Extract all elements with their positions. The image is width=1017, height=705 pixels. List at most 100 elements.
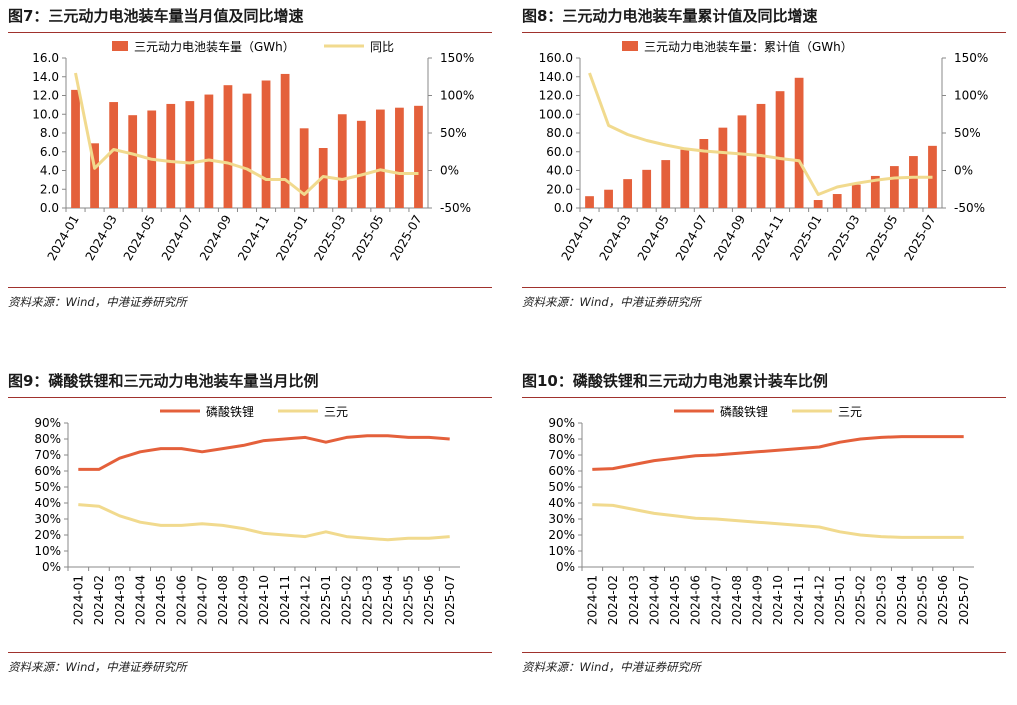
right-axis-tick-label: -50% <box>440 201 471 215</box>
x-axis-tick-label: 2024-03 <box>597 213 634 263</box>
x-axis-tick-label: 2024-12 <box>298 575 312 625</box>
x-axis-tick-label: 2025-07 <box>388 213 425 263</box>
x-axis-tick-label: 2025-04 <box>895 575 909 625</box>
bar <box>604 189 613 208</box>
x-axis-tick-label: 2024-01 <box>45 213 82 263</box>
x-axis-tick-label: 2024-07 <box>673 213 710 263</box>
figure-10-panel: 图10：磷酸铁锂和三元动力电池累计装车比例 0% 10% 20% 30% 40% 50% 6… <box>522 369 1006 705</box>
x-axis-tick-label: 2024-06 <box>689 575 703 625</box>
right-axis-tick-label: 100% <box>440 89 474 103</box>
x-axis-tick-label: 2024-03 <box>113 575 127 625</box>
left-axis-tick-label: 40.0 <box>546 164 573 178</box>
left-axis-tick-label: 8.0 <box>40 126 59 140</box>
x-axis-tick-label: 2024-03 <box>627 575 641 625</box>
left-axis-tick-label: 100.0 <box>539 107 573 121</box>
x-axis-tick-label: 2024-11 <box>278 575 292 625</box>
left-axis-tick-label: 160.0 <box>539 51 573 65</box>
bar <box>889 166 899 208</box>
x-axis-tick-label: 2024-05 <box>635 213 672 263</box>
bar <box>414 105 423 208</box>
left-axis-tick-label: 80.0 <box>546 126 573 140</box>
figure-7-source: 资料来源：Wind，中港证券研究所 <box>8 295 187 309</box>
bar <box>680 149 690 208</box>
x-axis-tick-label: 2024-09 <box>711 213 748 263</box>
left-axis-tick-label: 4.0 <box>40 164 59 178</box>
right-axis-tick-label: 50% <box>440 126 467 140</box>
figure-9-title: 图9：磷酸铁锂和三元动力电池装车量当月比例 <box>8 372 319 390</box>
x-axis-tick-label: 2024-08 <box>216 575 230 625</box>
bar <box>661 160 671 208</box>
right-axis-tick-label: 0% <box>440 164 459 178</box>
yoy-line <box>588 72 933 196</box>
x-axis-tick-label: 2025-05 <box>349 213 386 263</box>
x-axis-tick-label: 2024-09 <box>197 213 234 263</box>
bar <box>223 85 233 208</box>
x-axis-tick-label: 2024-04 <box>133 575 147 625</box>
bar <box>242 93 252 208</box>
x-axis-tick-label: 2025-05 <box>863 213 900 263</box>
figure-9-panel: 图9：磷酸铁锂和三元动力电池装车量当月比例 0% 10% 20% 30% 40% 50% 6… <box>8 369 492 705</box>
y-axis-tick-label: 40% <box>548 496 575 510</box>
left-axis-tick-label: 2.0 <box>40 182 59 196</box>
figure-8-chart: 0.0 20.0 40.0 60.0 80.0 100.0 120.0 140.0 160.0 -… <box>539 39 989 263</box>
left-axis-tick-label: 12.0 <box>32 89 59 103</box>
figure-8-top-rule <box>522 32 1006 33</box>
bar <box>737 115 747 208</box>
figure-8-panel: 图8：三元动力电池装车量累计值及同比增速 0.0 20.0 40.0 60.0 80.0… <box>522 4 1006 340</box>
bar <box>337 114 347 208</box>
x-axis-tick-label: 2025-06 <box>936 575 950 625</box>
figure-7-top-rule <box>8 32 492 33</box>
y-axis-tick-label: 20% <box>34 528 61 542</box>
legend-lfp-label: 磷酸铁锂 <box>206 404 254 419</box>
y-axis-tick-label: 90% <box>548 416 575 430</box>
right-axis-tick-label: 150% <box>954 51 988 65</box>
legend-bar-swatch <box>112 41 128 51</box>
bar <box>166 103 176 208</box>
figure-7-bottom-rule <box>8 287 492 288</box>
x-axis-tick-label: 2024-05 <box>121 213 158 263</box>
bar <box>204 94 214 208</box>
x-axis-tick-label: 2024-07 <box>159 213 196 263</box>
ternary-line <box>592 503 964 539</box>
legend-bar-label: 三元动力电池装车量（GWh） <box>134 39 295 54</box>
left-axis-tick-label: 6.0 <box>40 145 59 159</box>
figure-9-top-rule <box>8 397 492 398</box>
left-axis-tick-label: 16.0 <box>32 51 59 65</box>
bar <box>794 77 804 208</box>
x-axis-tick-label: 2024-05 <box>154 575 168 625</box>
x-axis-tick-label: 2025-02 <box>854 575 868 625</box>
lfp-line <box>592 435 964 471</box>
bar <box>185 101 195 208</box>
x-axis-tick-label: 2025-06 <box>422 575 436 625</box>
x-axis-tick-label: 2025-03 <box>874 575 888 625</box>
y-axis-tick-label: 30% <box>548 512 575 526</box>
legend-lfp-label: 磷酸铁锂 <box>720 404 768 419</box>
x-axis-tick-label: 2025-07 <box>957 575 971 625</box>
x-axis-tick-label: 2024-03 <box>83 213 120 263</box>
figure-8-source: 资料来源：Wind，中港证券研究所 <box>522 295 701 309</box>
y-axis-tick-label: 0% <box>42 560 61 574</box>
left-axis-tick-label: 120.0 <box>539 89 573 103</box>
bar <box>128 115 138 208</box>
legend-line-label: 同比 <box>370 40 394 54</box>
bar <box>623 179 633 208</box>
bar <box>109 102 119 208</box>
figure-10-chart: 0% 10% 20% 30% 40% 50% 60% 70% 80% 90% 2024-01 2024… <box>548 404 974 625</box>
bar <box>851 184 861 208</box>
left-axis-tick-label: 10.0 <box>32 107 59 121</box>
bar <box>642 169 652 208</box>
x-axis-tick-label: 2024-07 <box>195 575 209 625</box>
figure-8-title: 图8：三元动力电池装车量累计值及同比增速 <box>522 7 818 25</box>
bar <box>299 128 309 208</box>
bar <box>909 156 918 208</box>
x-axis-tick-label: 2025-01 <box>833 575 847 625</box>
left-axis-tick-label: 20.0 <box>546 182 573 196</box>
left-axis-tick-label: 0.0 <box>40 201 59 215</box>
x-axis-tick-label: 2025-07 <box>902 213 939 263</box>
bar <box>375 109 385 208</box>
figure-9-chart: 0% 10% 20% 30% 40% 50% 60% 70% 80% 90% 2024-01 2024… <box>34 404 460 625</box>
ternary-line <box>78 503 450 542</box>
figure-9-bottom-rule <box>8 652 492 653</box>
x-axis-tick-label: 2025-02 <box>340 575 354 625</box>
y-axis-tick-label: 40% <box>34 496 61 510</box>
